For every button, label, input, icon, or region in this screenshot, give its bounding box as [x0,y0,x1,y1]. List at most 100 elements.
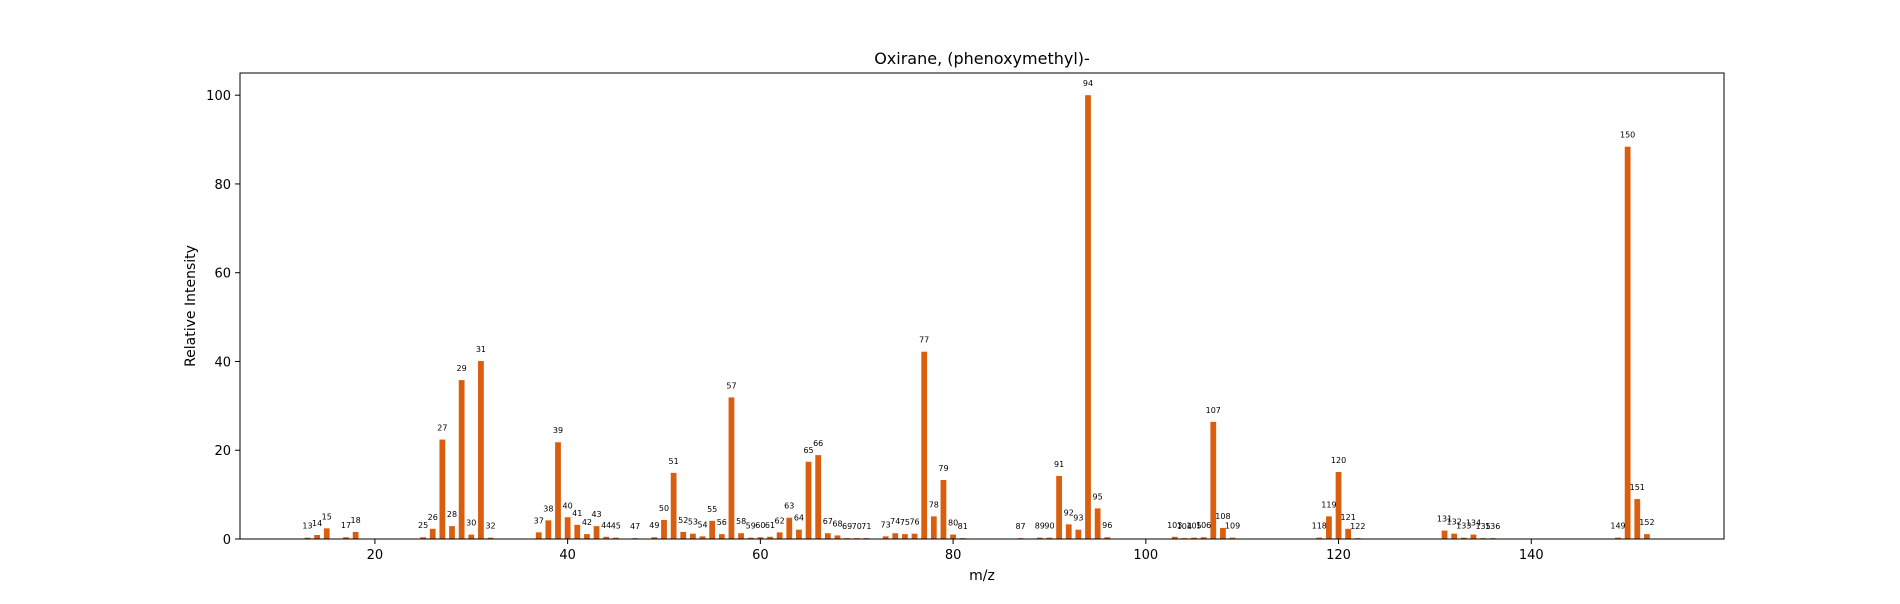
peak-label-77: 77 [919,336,929,345]
bar-mz-132 [1451,533,1458,539]
y-tick-label: 60 [214,267,231,282]
y-tick-label: 40 [214,355,231,370]
peak-label-108: 108 [1215,512,1230,521]
peak-label-43: 43 [591,510,601,519]
bar-mz-53 [690,533,696,539]
peak-label-56: 56 [717,518,727,527]
peak-label-73: 73 [881,520,891,529]
bar-mz-93 [1075,529,1082,539]
peak-label-28: 28 [447,510,457,519]
bar-mz-119 [1326,516,1332,539]
bar-mz-120 [1335,471,1342,539]
bar-mz-150 [1624,146,1631,540]
bar-mz-14 [314,535,320,539]
bar-mz-151 [1634,499,1641,539]
peak-label-66: 66 [813,439,823,448]
bar-mz-134 [1470,534,1477,539]
y-tick-label: 80 [214,178,231,193]
peak-label-74: 74 [890,517,900,526]
peak-label-106: 106 [1196,521,1211,530]
peak-label-70: 70 [852,522,862,531]
bar-mz-31 [478,361,484,539]
chart-title: Oxirane, (phenoxymethyl)- [874,49,1090,68]
bar-mz-13 [304,537,311,539]
bar-mz-62 [776,532,783,539]
bar-mz-29 [458,380,465,539]
bar-mz-80 [950,534,956,539]
bar-mz-96 [1104,537,1111,539]
peak-label-71: 71 [861,522,871,531]
peak-label-75: 75 [900,518,910,527]
peak-label-45: 45 [611,522,621,531]
peak-label-44: 44 [601,521,611,530]
peak-label-60: 60 [755,521,765,530]
peak-label-80: 80 [948,519,958,528]
peak-label-103: 103 [1167,521,1182,530]
peak-label-78: 78 [929,500,939,509]
peak-label-31: 31 [476,345,486,354]
bar-mz-95 [1094,508,1101,539]
peak-label-17: 17 [341,521,351,530]
peak-label-94: 94 [1083,79,1093,88]
peak-label-65: 65 [803,446,813,455]
peak-label-91: 91 [1054,460,1064,469]
peak-label-61: 61 [765,521,775,530]
peak-label-121: 121 [1341,513,1356,522]
peak-label-14: 14 [312,519,322,528]
bar-mz-73 [882,536,889,539]
bar-mz-43 [593,526,600,539]
bar-mz-60 [757,537,764,539]
peak-label-134: 134 [1466,519,1481,528]
peak-label-92: 92 [1064,508,1074,517]
peak-label-87: 87 [1015,522,1025,531]
bars-group [304,95,1650,540]
peak-label-40: 40 [563,501,573,510]
bar-mz-56 [718,534,725,539]
x-tick-label: 80 [945,548,962,563]
peak-label-68: 68 [832,519,842,528]
bar-mz-89 [1036,537,1043,539]
bar-mz-74 [892,533,899,539]
bar-mz-118 [1316,537,1323,539]
y-tick-label: 20 [214,444,231,459]
bar-mz-65 [805,461,812,539]
bar-mz-57 [728,397,735,539]
bar-mz-109 [1229,537,1236,539]
bar-mz-152 [1644,534,1650,539]
peak-label-41: 41 [572,509,582,518]
bar-mz-44 [603,536,610,539]
x-tick-label: 20 [367,548,384,563]
bar-mz-28 [449,526,455,539]
x-tick-label: 120 [1326,548,1351,563]
peak-label-32: 32 [485,522,495,531]
peak-label-58: 58 [736,517,746,526]
x-tick-label: 60 [752,548,769,563]
peak-label-81: 81 [958,522,968,531]
peak-label-93: 93 [1073,514,1083,523]
bar-mz-76 [911,533,918,539]
bar-mz-37 [535,532,542,539]
bar-mz-52 [680,531,687,539]
peak-label-67: 67 [823,517,833,526]
bar-mz-78 [930,516,937,539]
bar-mz-92 [1065,524,1072,539]
peak-label-79: 79 [938,464,948,473]
peak-label-152: 152 [1639,518,1654,527]
bar-mz-38 [545,520,552,539]
peak-label-47: 47 [630,522,640,531]
peak-label-107: 107 [1206,406,1221,415]
bar-mz-105 [1191,537,1197,539]
bar-mz-26 [429,528,436,539]
peak-label-38: 38 [543,504,553,513]
peak-label-90: 90 [1044,522,1054,531]
y-tick-label: 0 [223,533,231,548]
bar-mz-94 [1085,95,1091,539]
bar-mz-39 [555,442,561,539]
peak-label-122: 122 [1350,522,1365,531]
peak-label-120: 120 [1331,456,1346,465]
bar-mz-32 [487,537,494,539]
bar-mz-67 [824,533,831,539]
peak-label-62: 62 [775,516,785,525]
bar-mz-64 [796,529,802,539]
